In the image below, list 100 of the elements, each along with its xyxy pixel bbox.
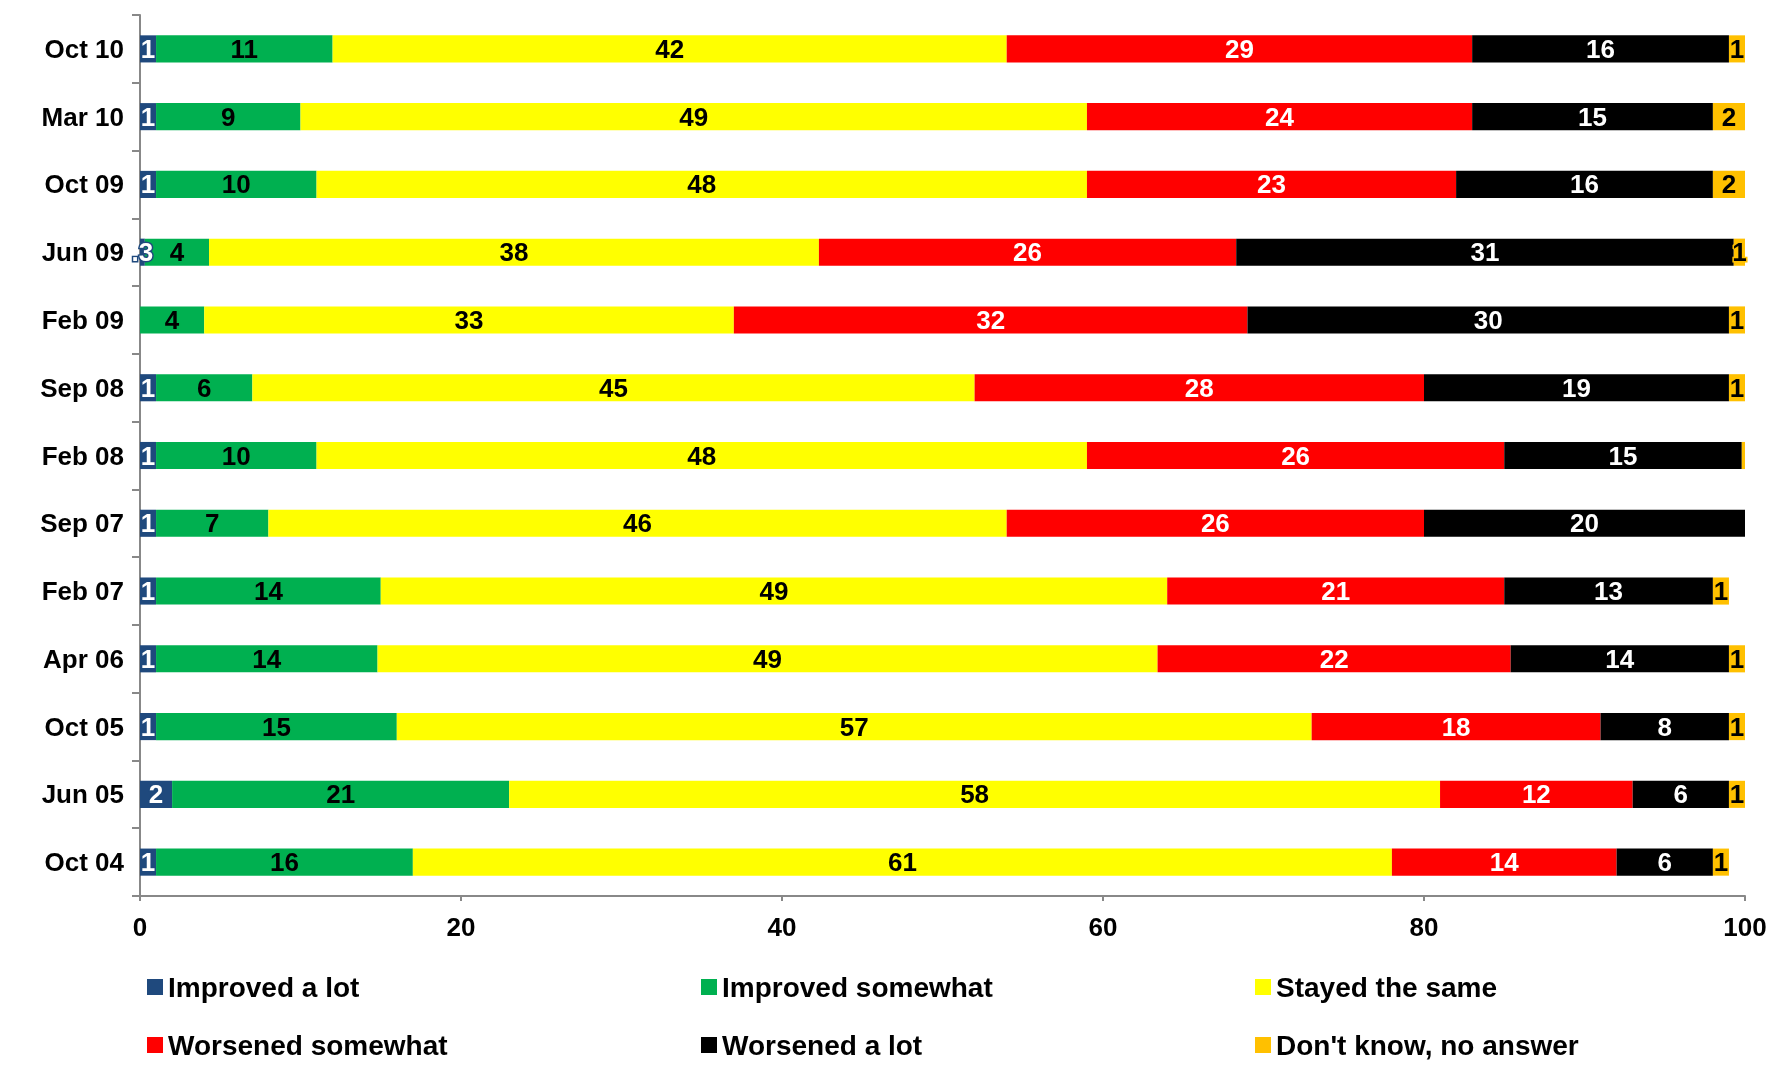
data-label: 12 xyxy=(1521,779,1551,810)
y-tick-label: Feb 09 xyxy=(41,304,124,335)
data-label: 15 xyxy=(261,711,291,742)
bar xyxy=(974,374,1424,402)
data-label: 1 xyxy=(1729,304,1745,335)
data-label: 6 xyxy=(196,372,212,403)
data-label: 21 xyxy=(1321,576,1351,607)
data-label: 7 xyxy=(204,508,220,539)
data-label: 10 xyxy=(221,169,251,200)
bar xyxy=(1247,306,1729,334)
x-tick-label: 40 xyxy=(767,912,797,942)
y-tick-label: Sep 07 xyxy=(40,508,124,539)
legend-label: Don't know, no answer xyxy=(1276,1029,1579,1061)
y-tick-label: Feb 08 xyxy=(41,440,124,471)
bar xyxy=(377,645,1158,673)
bar xyxy=(818,238,1237,266)
bar xyxy=(1472,35,1729,63)
data-label: 48 xyxy=(687,440,717,471)
bar xyxy=(509,780,1441,808)
data-label: 1 xyxy=(1729,711,1745,742)
x-tick-label: 100 xyxy=(1723,912,1767,942)
bar xyxy=(1600,713,1729,741)
data-label: 45 xyxy=(599,372,628,403)
y-tick-label: Apr 06 xyxy=(43,643,124,674)
x-tick-label: 80 xyxy=(1409,912,1439,942)
data-label: 14 xyxy=(253,576,284,607)
data-label: 49 xyxy=(753,643,783,674)
data-label: 16 xyxy=(269,847,299,878)
data-label: 1 xyxy=(140,643,156,674)
data-label: 1 xyxy=(140,440,156,471)
bar xyxy=(1086,103,1473,131)
data-label: 1 xyxy=(1729,779,1745,810)
data-label: 26 xyxy=(1013,237,1043,268)
data-label: 26 xyxy=(1281,440,1311,471)
data-label: 42 xyxy=(655,33,685,64)
bar xyxy=(412,848,1392,876)
data-label: 30 xyxy=(1473,304,1503,335)
y-tick-label: Sep 08 xyxy=(40,372,124,403)
bar xyxy=(733,306,1248,334)
bar xyxy=(1504,441,1742,470)
bar xyxy=(1006,35,1473,63)
bar xyxy=(156,848,413,876)
bar xyxy=(1741,441,1745,470)
bar xyxy=(316,441,1087,470)
data-label: 32 xyxy=(976,304,1006,335)
y-tick-label: Oct 09 xyxy=(44,169,124,200)
bar xyxy=(156,103,301,131)
y-tick-label: Oct 04 xyxy=(44,847,125,878)
y-tick-label: Oct 05 xyxy=(44,711,124,742)
data-label: 14 xyxy=(1489,847,1520,878)
data-label: 4 xyxy=(164,304,180,335)
bar xyxy=(1456,170,1713,198)
data-label: 29 xyxy=(1224,33,1254,64)
y-tick-label: Oct 10 xyxy=(44,33,124,64)
data-label: 61 xyxy=(887,847,917,878)
data-label: 8 xyxy=(1657,711,1672,742)
legend-label: Stayed the same xyxy=(1276,971,1497,1003)
data-label: 14 xyxy=(252,643,282,674)
bar xyxy=(156,645,378,673)
data-label: 58 xyxy=(960,779,990,810)
bar xyxy=(172,780,510,808)
data-label: 1 xyxy=(140,101,156,132)
data-label: 1 xyxy=(140,508,156,539)
data-label: 49 xyxy=(679,101,709,132)
data-label: 18 xyxy=(1441,711,1471,742)
bar xyxy=(1424,374,1729,402)
bar xyxy=(204,306,734,334)
bar xyxy=(380,577,1168,605)
bar xyxy=(300,103,1087,131)
x-tick-label: 60 xyxy=(1088,912,1118,942)
x-tick-label: 20 xyxy=(446,912,476,942)
bar xyxy=(1472,103,1713,131)
data-label: 24 xyxy=(1265,101,1295,132)
x-tick-label: 0 xyxy=(132,912,148,942)
data-label: 1 xyxy=(1729,372,1745,403)
data-label: 13 xyxy=(1594,576,1624,607)
bar xyxy=(156,713,397,741)
y-tick-label: Jun 09 xyxy=(41,237,124,268)
data-label: 1 xyxy=(140,847,156,878)
bar xyxy=(268,509,1007,537)
data-label: 15 xyxy=(1608,440,1638,471)
data-label: 21 xyxy=(326,779,356,810)
data-label: 1 xyxy=(1729,33,1745,64)
data-label: 1 xyxy=(1713,576,1729,607)
data-label: 57 xyxy=(839,711,869,742)
data-label: 26 xyxy=(1200,508,1230,539)
data-label: 38 xyxy=(499,237,529,268)
legend-label: Worsened a lot xyxy=(722,1029,923,1061)
data-label: 9 xyxy=(221,101,236,132)
data-label: 15 xyxy=(1578,101,1607,132)
legend-label: Worsened somewhat xyxy=(168,1029,448,1061)
y-tick-label: Mar 10 xyxy=(41,101,124,132)
bar xyxy=(1006,509,1424,537)
data-label: 33 xyxy=(454,304,484,335)
data-label: 16 xyxy=(1586,33,1616,64)
bar xyxy=(316,170,1087,198)
data-label: 20 xyxy=(1570,508,1599,539)
data-label: 14 xyxy=(1605,643,1635,674)
data-label: 1 xyxy=(140,576,156,607)
data-label: 1 xyxy=(140,169,156,200)
